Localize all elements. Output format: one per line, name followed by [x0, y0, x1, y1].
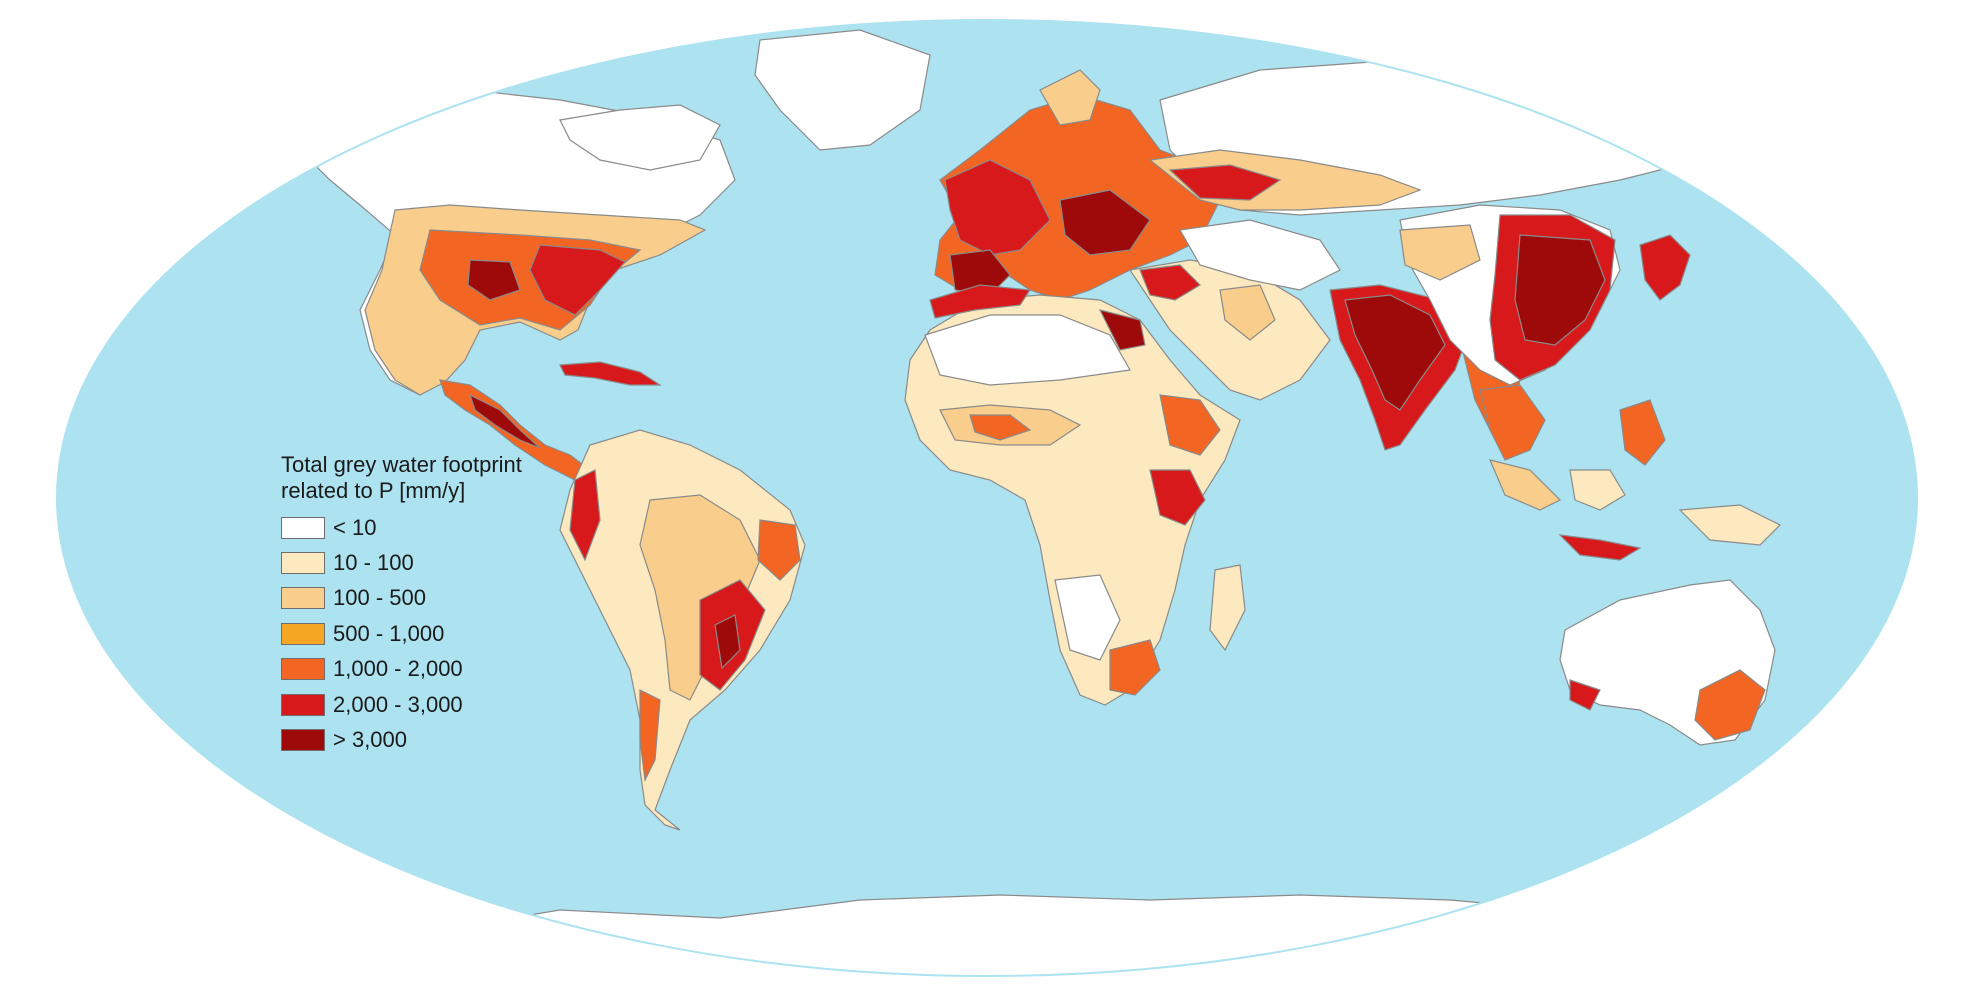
legend-title-line-1: Total grey water footprint [281, 452, 522, 477]
africa [904, 294, 1246, 706]
maghreb [929, 284, 1032, 319]
southeast-asia [1479, 384, 1782, 561]
legend-swatch [281, 587, 325, 610]
legend-item: 2,000 - 3,000 [281, 687, 522, 722]
legend-swatch [281, 516, 325, 539]
legend-label: 10 - 100 [333, 550, 414, 576]
middle-east [1128, 219, 1341, 401]
legend-item: 10 - 100 [281, 545, 522, 580]
legend-title-line-2: related to P [mm/y] [281, 478, 466, 503]
legend-label: 1,000 - 2,000 [333, 656, 463, 682]
legend-item: 100 - 500 [281, 581, 522, 616]
legend-item: 500 - 1,000 [281, 616, 522, 651]
legend-label: 500 - 1,000 [333, 620, 445, 646]
legend: Total grey water footprint related to P … [281, 452, 522, 758]
legend-item: < 10 [281, 510, 522, 545]
legend-swatch [281, 658, 325, 681]
legend-label: 100 - 500 [333, 585, 426, 611]
legend-item: > 3,000 [281, 722, 522, 757]
legend-swatch [281, 693, 325, 716]
legend-label: < 10 [333, 514, 377, 540]
legend-items: < 10 10 - 100 100 - 500 500 - 1,000 1,000 - … [281, 510, 522, 758]
australia [1559, 579, 1806, 791]
east-asia [1399, 204, 1691, 386]
central-america [439, 361, 663, 486]
south-america [559, 429, 806, 831]
legend-label: > 3,000 [333, 727, 408, 753]
legend-title: Total grey water footprint related to P … [281, 452, 522, 504]
europe [934, 69, 1221, 301]
legend-label: 2,000 - 3,000 [333, 691, 463, 717]
legend-swatch [281, 552, 325, 575]
legend-swatch [281, 729, 325, 752]
legend-item: 1,000 - 2,000 [281, 652, 522, 687]
legend-swatch [281, 622, 325, 645]
north-america [289, 29, 931, 396]
